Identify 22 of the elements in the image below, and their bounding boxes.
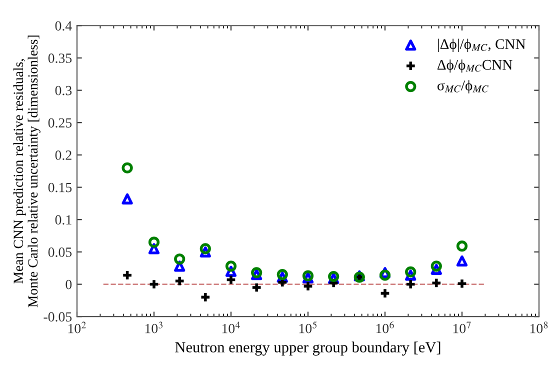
x-tick-label: 10$^{4}$ bbox=[222, 322, 240, 334]
y-tick-label: 0.4 bbox=[55, 21, 72, 31]
x-tick-label: 10$^{2}$ bbox=[68, 322, 86, 334]
y-tick-label: 0.15 bbox=[48, 182, 72, 192]
y-tick-label: 0.2 bbox=[55, 150, 72, 160]
x-axis-title: Neutron energy upper group boundary [eV] bbox=[175, 342, 440, 356]
y-tick-label: 0.25 bbox=[48, 118, 72, 128]
x-tick-label: 10$^{6}$ bbox=[376, 322, 394, 334]
legend-label: |Δϕ|/ϕ$_{MC}$, CNN bbox=[438, 38, 526, 52]
y-tick-label: 0.1 bbox=[55, 215, 72, 225]
legend-label: Δϕ/ϕ$_{MC}$CNN bbox=[437, 59, 512, 73]
x-tick-label: 10$^{3}$ bbox=[145, 322, 162, 334]
legend-label: σ$_{MC}$/ϕ$_{MC}$ bbox=[437, 80, 488, 94]
x-tick-label: 10$^{8}$ bbox=[530, 322, 548, 334]
y-axis-title: Mean CNN prediction relative residuals, Monte Carlo relative uncertainty [dimensionless] bbox=[13, 36, 40, 308]
y-tick-label: 0.3 bbox=[55, 86, 72, 96]
y-tick-label: -0.05 bbox=[44, 312, 72, 322]
x-tick-label: 10$^{5}$ bbox=[299, 322, 317, 334]
y-tick-label: 0.35 bbox=[48, 54, 72, 63]
y-tick-label: 0.05 bbox=[48, 248, 72, 257]
y-tick-label: 0 bbox=[66, 280, 72, 290]
x-tick-label: 10$^{7}$ bbox=[453, 322, 471, 334]
